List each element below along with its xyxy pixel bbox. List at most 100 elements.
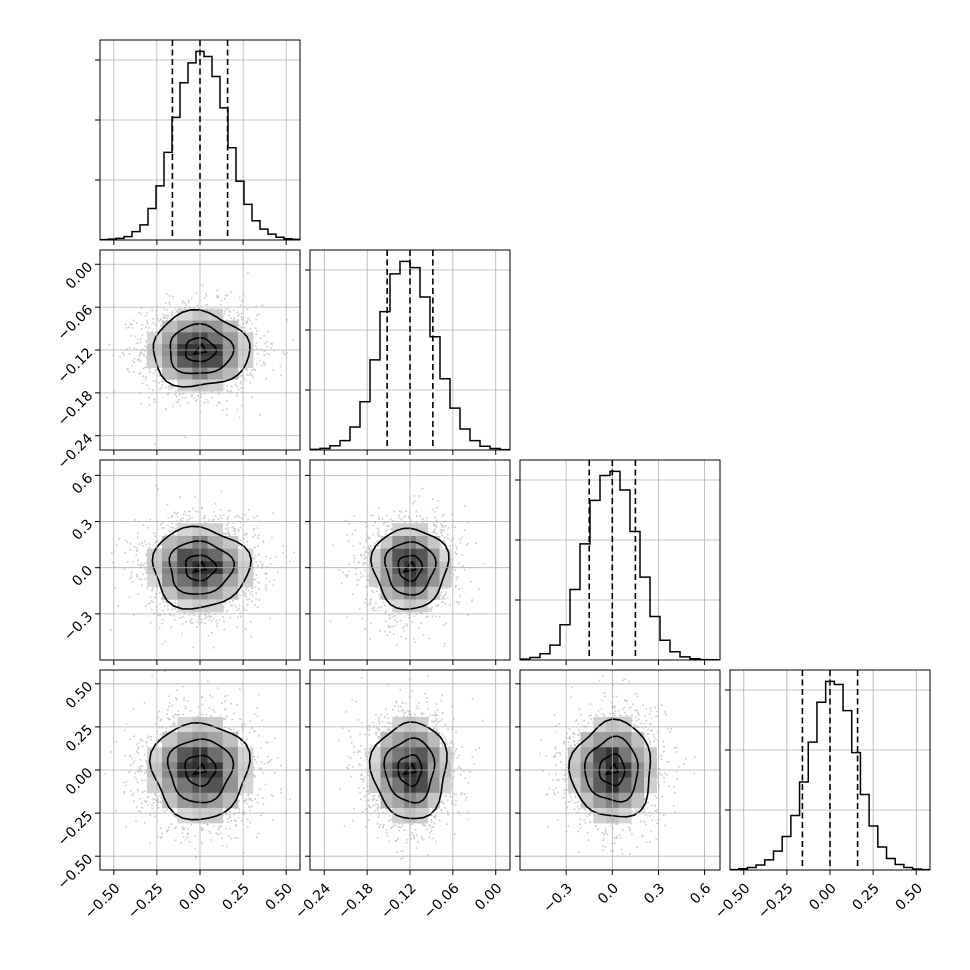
scatter-point bbox=[418, 627, 420, 629]
scatter-point bbox=[271, 343, 274, 345]
scatter-point bbox=[391, 625, 393, 628]
scatter-point bbox=[239, 594, 241, 597]
scatter-point bbox=[373, 544, 375, 547]
scatter-point bbox=[179, 404, 181, 407]
scatter-point bbox=[365, 576, 368, 579]
scatter-point bbox=[230, 385, 233, 388]
scatter-point bbox=[142, 573, 144, 576]
scatter-point bbox=[171, 311, 174, 314]
scatter-point bbox=[204, 613, 207, 616]
scatter-point bbox=[163, 604, 165, 607]
scatter-point bbox=[244, 534, 246, 537]
scatter-point bbox=[135, 342, 138, 344]
scatter-point bbox=[461, 587, 463, 590]
scatter-point bbox=[145, 543, 148, 546]
scatter-point bbox=[175, 401, 177, 404]
scatter-point bbox=[139, 352, 142, 354]
scatter-point bbox=[165, 601, 168, 604]
scatter-point bbox=[228, 310, 231, 313]
scatter-point bbox=[166, 524, 169, 527]
scatter-point bbox=[140, 328, 143, 330]
density-cell bbox=[177, 574, 193, 588]
scatter-point bbox=[126, 541, 129, 543]
histogram-panel-1 bbox=[305, 249, 511, 451]
scatter-point bbox=[245, 368, 247, 370]
scatter-point bbox=[222, 605, 225, 607]
scatter-point bbox=[133, 370, 135, 373]
scatter-point bbox=[204, 622, 206, 624]
scatter-point bbox=[171, 386, 174, 389]
scatter-point bbox=[453, 566, 456, 568]
scatter-point bbox=[254, 554, 257, 557]
scatter-point bbox=[171, 310, 174, 313]
scatter-point bbox=[353, 560, 355, 563]
scatter-point bbox=[224, 310, 226, 313]
scatter-point bbox=[241, 404, 244, 407]
scatter-point bbox=[161, 380, 163, 383]
scatter-point bbox=[238, 416, 241, 419]
scatter-point bbox=[149, 602, 151, 604]
scatter-point bbox=[230, 604, 232, 607]
scatter-point bbox=[172, 527, 174, 529]
scatter-point bbox=[138, 358, 141, 361]
scatter-point bbox=[124, 551, 126, 554]
scatter-point bbox=[364, 585, 367, 588]
scatter-point bbox=[449, 544, 451, 547]
scatter-point bbox=[244, 592, 246, 595]
scatter-point bbox=[142, 544, 144, 547]
scatter-point bbox=[441, 601, 443, 603]
scatter-point bbox=[249, 382, 252, 384]
scatter-point bbox=[138, 355, 141, 357]
scatter-point bbox=[226, 400, 228, 402]
scatter-point bbox=[174, 607, 176, 610]
density-cell bbox=[162, 535, 178, 549]
scatter-point bbox=[445, 586, 448, 589]
scatter-point bbox=[269, 617, 272, 620]
scatter-point bbox=[165, 293, 168, 295]
scatter-point bbox=[227, 527, 230, 529]
scatter-point bbox=[173, 308, 176, 311]
scatter-point bbox=[400, 511, 403, 513]
scatter-point bbox=[238, 544, 240, 547]
scatter-point bbox=[162, 527, 165, 529]
density-cell bbox=[207, 332, 224, 345]
scatter-point bbox=[181, 632, 184, 635]
scatter-point bbox=[136, 547, 138, 550]
scatter-point bbox=[257, 545, 259, 547]
scatter-point bbox=[246, 321, 248, 324]
scatter-point bbox=[169, 384, 172, 387]
scatter-point bbox=[252, 376, 254, 379]
scatter-point bbox=[166, 393, 169, 396]
scatter-point bbox=[177, 512, 179, 514]
scatter-point bbox=[129, 347, 131, 349]
scatter-point bbox=[161, 384, 164, 386]
scatter-point bbox=[128, 353, 131, 355]
scatter-point bbox=[242, 590, 245, 593]
scatter-point bbox=[216, 622, 219, 625]
scatter-point bbox=[293, 551, 295, 554]
scatter-point bbox=[210, 615, 213, 618]
scatter-point bbox=[253, 368, 255, 371]
scatter-point bbox=[146, 322, 149, 325]
scatter-point bbox=[176, 515, 179, 518]
scatter-point bbox=[152, 587, 154, 590]
scatter-point bbox=[218, 392, 220, 395]
scatter-point bbox=[237, 314, 240, 317]
scatter-point bbox=[144, 375, 147, 378]
scatter-point bbox=[176, 318, 178, 321]
scatter-point bbox=[372, 524, 374, 527]
density-cell bbox=[177, 379, 193, 392]
scatter-point bbox=[433, 524, 435, 527]
scatter-point bbox=[175, 527, 178, 529]
scatter-point bbox=[160, 597, 163, 600]
scatter-point bbox=[184, 302, 186, 304]
scatter-point bbox=[358, 579, 360, 582]
scatter-point bbox=[130, 571, 133, 574]
scatter-point bbox=[196, 510, 199, 513]
scatter-point bbox=[237, 324, 240, 326]
scatter-point bbox=[223, 514, 225, 517]
scatter-point bbox=[146, 320, 148, 323]
scatter-point bbox=[405, 637, 408, 640]
scatter-point bbox=[256, 537, 259, 539]
scatter-point bbox=[437, 603, 440, 606]
